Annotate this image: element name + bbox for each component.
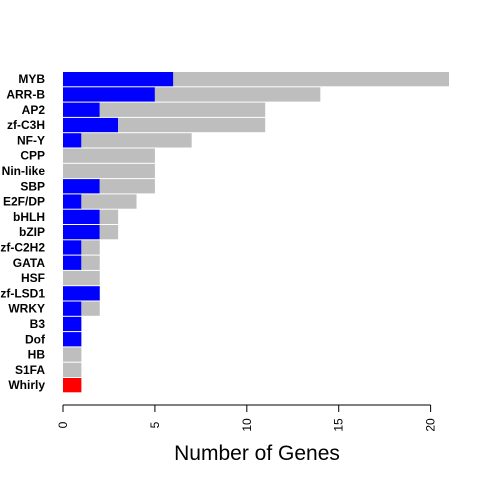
bar-sbp-segment-3 bbox=[99, 179, 155, 194]
bar-myb-segment-1 bbox=[63, 72, 174, 87]
category-label-arr-b: ARR-B bbox=[6, 87, 45, 101]
category-label-bzip: bZIP bbox=[19, 225, 45, 239]
bar-cpp-segment-3 bbox=[63, 148, 155, 163]
bar-gata-segment-3 bbox=[81, 255, 100, 270]
bar-whirly-segment-2 bbox=[63, 378, 82, 393]
x-tick-label-20: 20 bbox=[424, 418, 438, 432]
category-label-s1fa: S1FA bbox=[15, 363, 45, 377]
category-label-b3: B3 bbox=[30, 317, 46, 331]
x-tick-label-0: 0 bbox=[56, 421, 70, 428]
x-axis-title: Number of Genes bbox=[174, 442, 340, 465]
bar-e2f-dp-segment-3 bbox=[81, 194, 137, 209]
category-label-zf-lsd1: zf-LSD1 bbox=[0, 286, 45, 300]
category-label-sbp: SBP bbox=[20, 179, 45, 193]
bar-ap2-segment-1 bbox=[63, 102, 100, 117]
category-label-hsf: HSF bbox=[21, 271, 45, 285]
bar-nin-like-segment-3 bbox=[63, 163, 155, 179]
x-tick-label-5: 5 bbox=[148, 421, 162, 428]
category-label-zf-c2h2: zf-C2H2 bbox=[0, 240, 45, 254]
bar-zf-c3h-segment-1 bbox=[63, 117, 119, 133]
bar-bzip-segment-3 bbox=[99, 225, 119, 240]
bar-ap2-segment-3 bbox=[99, 102, 266, 117]
category-label-myb: MYB bbox=[18, 72, 45, 86]
category-label-cpp: CPP bbox=[20, 149, 45, 163]
bar-b3-segment-1 bbox=[63, 316, 82, 332]
bar-sbp-segment-1 bbox=[63, 179, 100, 194]
bar-myb-segment-3 bbox=[173, 72, 450, 87]
bar-zf-c3h-segment-3 bbox=[118, 117, 266, 133]
category-label-e2f-dp: E2F/DP bbox=[3, 195, 45, 209]
category-label-hb: HB bbox=[28, 348, 46, 362]
x-tick-label-15: 15 bbox=[332, 418, 346, 432]
bar-zf-c2h2-segment-1 bbox=[63, 240, 82, 255]
bar-hb-segment-3 bbox=[63, 347, 82, 362]
bar-hsf-segment-3 bbox=[63, 270, 100, 286]
category-label-wrky: WRKY bbox=[8, 302, 45, 316]
bar-e2f-dp-segment-1 bbox=[63, 194, 82, 209]
bar-s1fa-segment-3 bbox=[63, 362, 82, 377]
category-label-nin-like: Nin-like bbox=[2, 164, 46, 178]
category-label-whirly: Whirly bbox=[8, 378, 45, 392]
bars-group bbox=[63, 72, 450, 393]
category-label-nf-y: NF-Y bbox=[17, 133, 45, 147]
category-label-gata: GATA bbox=[13, 256, 46, 270]
bar-wrky-segment-3 bbox=[81, 301, 100, 316]
bar-zf-c2h2-segment-3 bbox=[81, 240, 100, 255]
bar-arr-b-segment-3 bbox=[154, 87, 321, 102]
bar-bzip-segment-1 bbox=[63, 225, 100, 240]
bar-bhlh-segment-1 bbox=[63, 209, 100, 224]
bar-gata-segment-1 bbox=[63, 255, 82, 270]
bar-zf-lsd1-segment-1 bbox=[63, 286, 100, 301]
category-label-bhlh: bHLH bbox=[13, 210, 45, 224]
bar-bhlh-segment-3 bbox=[99, 209, 119, 224]
bar-nf-y-segment-3 bbox=[81, 133, 192, 148]
x-axis: 0 5 10 15 20 bbox=[56, 404, 438, 432]
bar-wrky-segment-1 bbox=[63, 301, 82, 316]
bar-nf-y-segment-1 bbox=[63, 133, 82, 148]
bar-dof-segment-1 bbox=[63, 332, 82, 347]
category-label-zf-c3h: zf-C3H bbox=[7, 118, 45, 132]
x-tick-label-10: 10 bbox=[240, 418, 254, 432]
category-label-dof: Dof bbox=[25, 332, 46, 346]
bar-arr-b-segment-1 bbox=[63, 87, 155, 102]
category-label-ap2: AP2 bbox=[22, 103, 46, 117]
